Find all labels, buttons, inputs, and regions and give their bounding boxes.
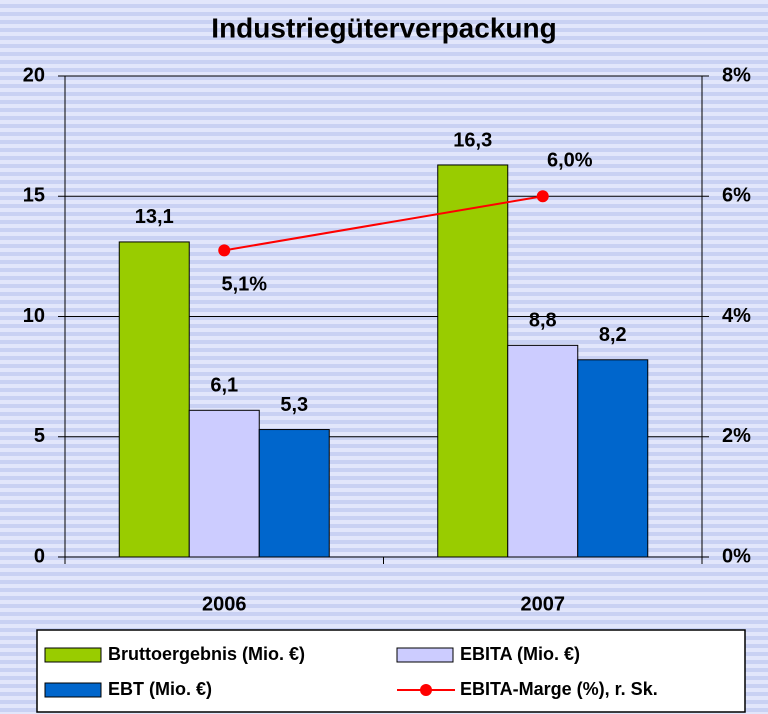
- y2-tick-label: 6%: [722, 185, 751, 207]
- chart-title: Industriegüterverpackung: [211, 12, 556, 43]
- y-tick-label: 0: [34, 545, 45, 567]
- line-point: [218, 244, 231, 257]
- value-label: 8,2: [599, 324, 627, 346]
- legend-label: Bruttoergebnis (Mio. €): [108, 644, 305, 664]
- value-label: 16,3: [453, 129, 492, 151]
- value-label: 6,1: [210, 375, 238, 397]
- bar: [507, 344, 579, 558]
- legend-marker: [420, 684, 432, 696]
- legend-box: [36, 629, 746, 713]
- y2-tick-label: 0%: [722, 545, 751, 567]
- y2-tick-label: 4%: [722, 305, 751, 327]
- y2-tick-label: 8%: [722, 64, 751, 86]
- bar: [118, 241, 190, 558]
- bar: [577, 359, 649, 558]
- legend-label: EBT (Mio. €): [108, 679, 212, 699]
- y-tick-label: 5: [34, 425, 45, 447]
- bar: [437, 164, 509, 558]
- bar: [258, 429, 330, 558]
- value-label: 13,1: [135, 206, 174, 228]
- y-tick-label: 10: [23, 305, 45, 327]
- value-label: 5,1%: [221, 274, 267, 296]
- legend-swatch: [396, 647, 454, 663]
- legend-swatch: [44, 682, 102, 698]
- y2-tick-label: 2%: [722, 425, 751, 447]
- value-label: 6,0%: [547, 150, 593, 172]
- value-label: 5,3: [280, 394, 308, 416]
- legend-label: EBITA-Marge (%), r. Sk.: [460, 679, 658, 699]
- legend-swatch: [44, 647, 102, 663]
- legend-label: EBITA (Mio. €): [460, 644, 580, 664]
- bar: [188, 409, 260, 558]
- value-label: 8,8: [529, 310, 557, 332]
- x-tick-label: 2007: [521, 593, 566, 615]
- line: [224, 195, 543, 252]
- y-tick-label: 20: [23, 64, 45, 86]
- x-tick-label: 2006: [202, 593, 247, 615]
- line-point: [536, 190, 549, 203]
- y-tick-label: 15: [23, 185, 45, 207]
